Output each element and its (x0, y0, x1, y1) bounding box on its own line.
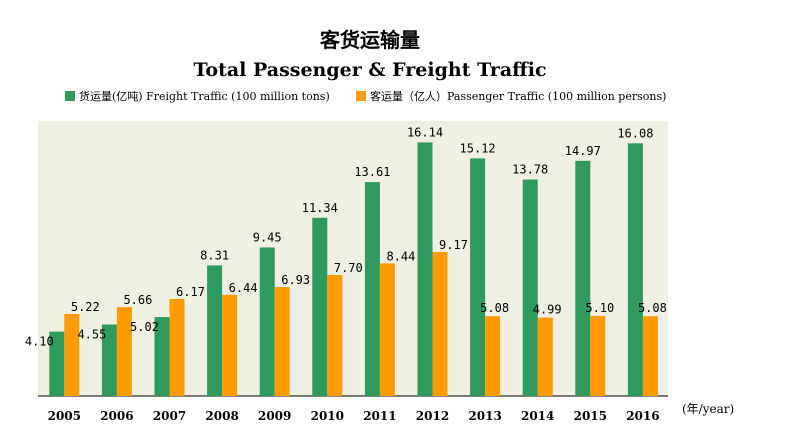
freight-bar-2006 (101, 324, 117, 396)
x-tick-2014: 2014 (521, 409, 554, 423)
freight-label-2005: 4.10 (25, 335, 54, 349)
x-tick-2007: 2007 (153, 409, 186, 423)
freight-label-2016: 16.08 (617, 126, 653, 140)
passenger-label-2014: 4.99 (533, 303, 562, 317)
chart-subtitle: Total Passenger & Freight Traffic (193, 59, 546, 81)
passenger-label-2007: 6.17 (176, 285, 205, 299)
freight-label-2014: 13.78 (512, 163, 548, 177)
freight-bar-2016 (627, 143, 643, 396)
freight-label-2006: 4.55 (77, 328, 106, 342)
legend-swatch-freight (65, 91, 75, 101)
passenger-label-2015: 5.10 (585, 301, 614, 315)
freight-label-2013: 15.12 (460, 141, 496, 155)
passenger-label-2005: 5.22 (71, 300, 100, 314)
freight-bar-2008 (207, 265, 223, 396)
legend-label-freight: 货运量(亿吨) Freight Traffic (100 million ton… (79, 89, 330, 103)
passenger-bar-2007 (169, 299, 185, 396)
passenger-label-2011: 8.44 (386, 249, 415, 263)
freight-bar-2007 (154, 317, 170, 396)
freight-label-2012: 16.14 (407, 125, 443, 139)
passenger-bar-2015 (590, 315, 606, 396)
freight-bar-2013 (470, 158, 486, 396)
freight-label-2007: 5.02 (130, 320, 159, 334)
bars-layer (49, 142, 658, 396)
freight-bar-2010 (312, 217, 328, 396)
x-tick-2008: 2008 (205, 409, 238, 423)
passenger-label-2010: 7.70 (334, 261, 363, 275)
x-tick-2012: 2012 (416, 409, 449, 423)
freight-label-2015: 14.97 (565, 144, 601, 158)
passenger-bar-2011 (379, 263, 395, 396)
freight-bar-2009 (259, 247, 275, 396)
freight-bar-2015 (575, 160, 591, 396)
passenger-label-2016: 5.08 (638, 301, 667, 315)
freight-bar-2014 (522, 179, 538, 396)
passenger-bar-2010 (327, 275, 343, 396)
passenger-bar-2012 (432, 251, 448, 396)
passenger-bar-2005 (64, 314, 80, 396)
x-tick-2009: 2009 (258, 409, 291, 423)
passenger-bar-2006 (116, 307, 132, 396)
x-axis-unit-label: (年/year) (682, 402, 734, 416)
x-tick-2013: 2013 (468, 409, 501, 423)
passenger-bar-2009 (274, 287, 290, 396)
passenger-bar-2016 (642, 316, 658, 396)
x-tick-2005: 2005 (48, 409, 81, 423)
passenger-label-2009: 6.93 (281, 273, 310, 287)
x-tick-2015: 2015 (574, 409, 607, 423)
passenger-label-2012: 9.17 (439, 238, 468, 252)
passenger-bar-2013 (485, 316, 501, 396)
freight-label-2009: 9.45 (253, 231, 282, 245)
data-labels-layer: 4.10 5.22 4.55 5.66 5.02 6.17 8.31 6.44 9.45 6.93… (25, 125, 667, 348)
x-tick-2016: 2016 (626, 409, 659, 423)
freight-label-2010: 11.34 (302, 201, 338, 215)
legend-swatch-passenger (356, 91, 366, 101)
freight-label-2011: 13.61 (354, 165, 390, 179)
x-tick-labels: 2005 2006 2007 2008 2009 2010 2011 2012 2013 2014… (48, 409, 660, 423)
freight-bar-2005 (49, 331, 65, 396)
freight-bar-2011 (364, 182, 380, 396)
freight-bar-2012 (417, 142, 433, 396)
chart-title: 客货运输量 (319, 28, 420, 52)
passenger-bar-2008 (222, 294, 238, 396)
passenger-bar-2014 (537, 317, 553, 396)
legend-label-passenger: 客运量（亿人）Passenger Traffic (100 million pe… (370, 89, 666, 103)
passenger-label-2008: 6.44 (229, 281, 258, 295)
freight-label-2008: 8.31 (200, 248, 229, 262)
x-tick-2010: 2010 (311, 409, 344, 423)
plot-area (38, 121, 668, 396)
x-tick-2011: 2011 (363, 409, 396, 423)
x-tick-2006: 2006 (100, 409, 133, 423)
passenger-label-2006: 5.66 (123, 293, 152, 307)
passenger-label-2013: 5.08 (480, 301, 509, 315)
